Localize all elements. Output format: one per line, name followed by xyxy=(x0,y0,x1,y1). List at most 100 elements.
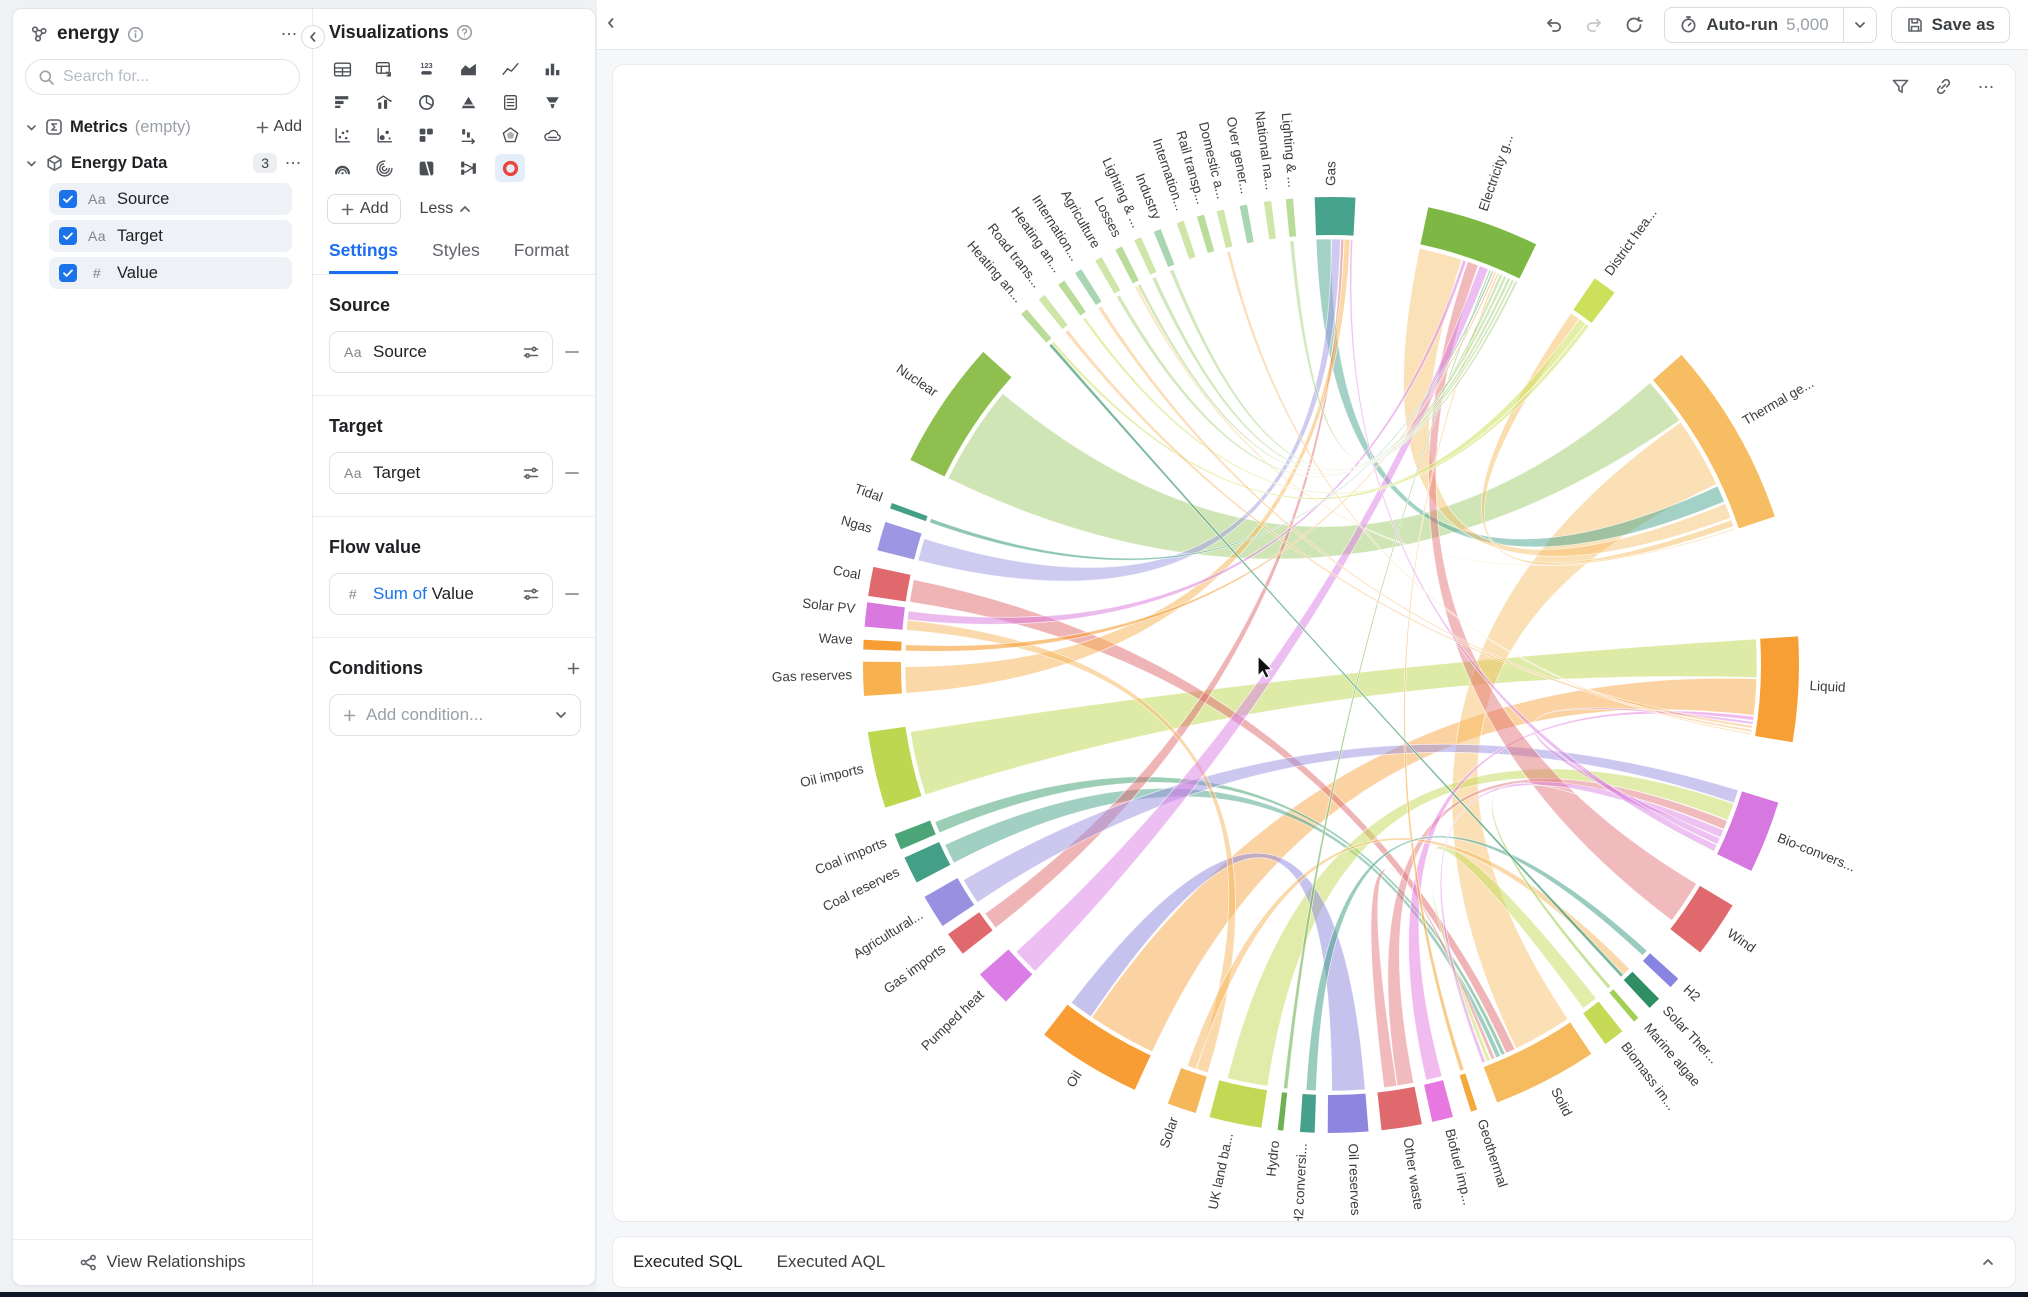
sliders-icon[interactable] xyxy=(522,585,540,603)
chord-arc[interactable] xyxy=(924,878,975,927)
chord-ribbon[interactable] xyxy=(906,619,1236,1074)
chord-ribbon[interactable] xyxy=(906,259,1467,625)
chevron-down-icon[interactable] xyxy=(25,157,38,170)
chord-arc[interactable] xyxy=(948,912,993,954)
chord-arc[interactable] xyxy=(1642,953,1679,988)
chord-arc[interactable] xyxy=(1115,246,1139,284)
chord-ribbon[interactable] xyxy=(962,743,1739,904)
flow-value-field[interactable]: # Sum of Value xyxy=(329,573,553,615)
chord-ribbon[interactable] xyxy=(944,787,1502,1059)
viz-type-treemap-icon[interactable] xyxy=(411,154,441,182)
chord-ribbon[interactable] xyxy=(1151,275,1508,472)
chord-arc[interactable] xyxy=(1755,636,1799,743)
chord-ribbon[interactable] xyxy=(904,271,1497,652)
chord-arc[interactable] xyxy=(1717,791,1779,871)
field-row-target[interactable]: Aa Target xyxy=(49,220,292,252)
field-row-value[interactable]: # Value xyxy=(49,257,292,289)
chevron-down-icon[interactable] xyxy=(25,121,38,134)
chord-ribbon[interactable] xyxy=(1048,342,1625,978)
source-field[interactable]: Aa Source xyxy=(329,331,553,373)
chord-arc[interactable] xyxy=(1377,1086,1422,1131)
chord-ribbon[interactable] xyxy=(1532,707,1754,845)
less-toggle[interactable]: Less xyxy=(419,200,472,218)
chord-arc[interactable] xyxy=(864,602,905,630)
chord-ribbon[interactable] xyxy=(1403,272,1500,1072)
chord-ribbon[interactable] xyxy=(1408,710,1755,1081)
chord-arc[interactable] xyxy=(1095,257,1121,294)
chord-arc[interactable] xyxy=(1420,207,1537,279)
chord-arc[interactable] xyxy=(1044,1004,1151,1090)
add-condition-plus-button[interactable] xyxy=(566,661,581,676)
help-icon[interactable] xyxy=(456,24,473,41)
viz-type-chord-diagram-icon[interactable] xyxy=(495,154,525,182)
viz-type-spiral-chart-icon[interactable] xyxy=(369,154,399,182)
autorun-button[interactable]: Auto-run 5,000 xyxy=(1664,6,1843,43)
viz-type-single-value-icon[interactable]: 123 xyxy=(411,55,441,83)
search-input[interactable] xyxy=(63,68,287,86)
autorun-dropdown-button[interactable] xyxy=(1842,6,1877,43)
chord-ribbon[interactable] xyxy=(917,238,1341,582)
target-field[interactable]: Aa Target xyxy=(329,452,553,494)
chord-ribbon[interactable] xyxy=(1015,265,1489,973)
collapse-viz-panel-button[interactable] xyxy=(604,16,618,30)
chord-arc[interactable] xyxy=(1285,198,1297,238)
remove-target-button[interactable] xyxy=(563,464,581,482)
viz-type-funnel-chart-icon[interactable] xyxy=(453,88,483,116)
add-viz-button[interactable]: Add xyxy=(327,194,402,224)
chord-arc[interactable] xyxy=(1299,1094,1316,1133)
collapse-bottom-bar-button[interactable] xyxy=(1981,1255,1995,1269)
add-metric-button[interactable]: Add xyxy=(255,118,302,136)
chord-ribbon[interactable] xyxy=(1305,835,1648,1092)
remove-source-button[interactable] xyxy=(563,343,581,361)
sliders-icon[interactable] xyxy=(522,464,540,482)
chord-ribbon[interactable] xyxy=(1186,837,1631,1070)
chord-arc[interactable] xyxy=(910,351,1012,477)
chord-arc[interactable] xyxy=(1216,209,1233,249)
chord-arc[interactable] xyxy=(894,820,936,850)
chord-arc[interactable] xyxy=(877,521,922,560)
viz-type-word-cloud-icon[interactable] xyxy=(537,121,567,149)
chord-arc[interactable] xyxy=(1075,269,1102,305)
view-relationships-button[interactable]: View Relationships xyxy=(13,1239,312,1285)
sidebar-menu-button[interactable] xyxy=(280,25,298,43)
viz-type-line-chart-icon[interactable] xyxy=(495,55,525,83)
chord-arc[interactable] xyxy=(1209,1080,1268,1128)
checkbox-checked[interactable] xyxy=(59,227,77,245)
dataset-row[interactable]: Energy Data 3 xyxy=(25,149,302,177)
search-box[interactable] xyxy=(25,59,300,95)
chord-arc[interactable] xyxy=(1573,278,1615,323)
dataset-menu-button[interactable] xyxy=(284,154,302,172)
chord-ribbon[interactable] xyxy=(1370,868,1496,1089)
viz-type-pivot-table-icon[interactable] xyxy=(369,55,399,83)
viz-type-table-icon[interactable] xyxy=(327,55,357,83)
viz-type-bar-chart-icon[interactable] xyxy=(537,55,567,83)
chord-arc[interactable] xyxy=(979,949,1033,1002)
chord-ribbon[interactable] xyxy=(1115,278,1515,478)
add-condition-field[interactable]: Add condition... xyxy=(329,694,581,736)
metrics-row[interactable]: Metrics (empty) Add xyxy=(25,113,302,141)
aggregate-label[interactable]: Sum of xyxy=(373,584,427,603)
chord-ribbon[interactable] xyxy=(1349,239,1718,852)
tab-styles[interactable]: Styles xyxy=(432,240,480,260)
chord-arc[interactable] xyxy=(1038,294,1068,330)
chord-arc[interactable] xyxy=(1277,1092,1288,1131)
chord-ribbon[interactable] xyxy=(1403,247,1732,557)
viz-type-summary-card-icon[interactable] xyxy=(495,88,525,116)
chord-arc[interactable] xyxy=(1424,1080,1453,1122)
chord-arc[interactable] xyxy=(1483,1022,1592,1103)
chord-arc[interactable] xyxy=(1670,885,1733,953)
chord-arc[interactable] xyxy=(1327,1093,1369,1134)
tab-format[interactable]: Format xyxy=(513,240,570,260)
save-as-button[interactable]: Save as xyxy=(1890,6,2010,43)
remove-flow-value-button[interactable] xyxy=(563,585,581,603)
filter-icon[interactable] xyxy=(1891,77,1910,96)
checkbox-checked[interactable] xyxy=(59,190,77,208)
sliders-icon[interactable] xyxy=(522,343,540,361)
chord-arc[interactable] xyxy=(1167,1068,1207,1114)
viz-type-area-chart-icon[interactable] xyxy=(453,55,483,83)
chord-ribbon[interactable] xyxy=(1137,280,1519,475)
refresh-button[interactable] xyxy=(1624,15,1644,35)
chord-arc[interactable] xyxy=(1153,229,1175,268)
viz-type-sankey-diagram-icon[interactable] xyxy=(453,154,483,182)
chord-arc[interactable] xyxy=(1058,280,1086,316)
